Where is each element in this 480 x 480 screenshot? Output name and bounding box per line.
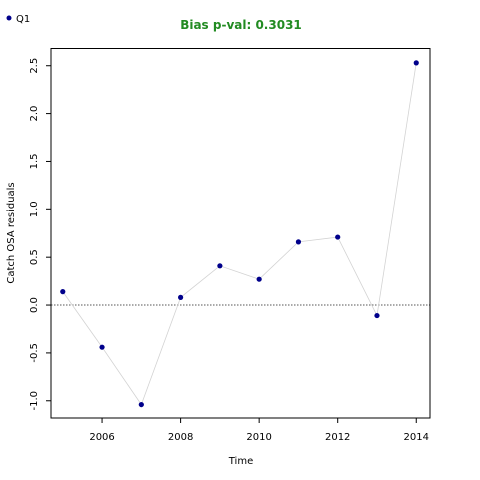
y-tick-label: 2.5 xyxy=(29,58,40,74)
data-point xyxy=(138,401,144,408)
y-tick-label: 0.0 xyxy=(29,297,40,313)
x-axis: 2006 2008 2010 2012 2014 xyxy=(89,418,429,443)
legend-marker-q1 xyxy=(6,15,12,21)
data-point xyxy=(413,60,419,66)
y-tick-label: 1.0 xyxy=(29,201,40,217)
x-axis-label: Time xyxy=(228,456,253,467)
chart-title: Bias p-val: 0.3031 xyxy=(180,18,302,32)
y-axis: -1.0 -0.5 0.0 0.5 1.0 1.5 2.0 2.5 xyxy=(29,58,51,411)
x-tick-label: 2010 xyxy=(246,432,271,443)
y-tick-label: 1.5 xyxy=(29,154,40,170)
x-tick-label: 2008 xyxy=(168,432,193,443)
y-axis-label: Catch OSA residuals xyxy=(6,182,17,283)
plot-frame xyxy=(50,48,431,419)
x-tick-label: 2014 xyxy=(404,432,429,443)
data-point xyxy=(60,289,66,295)
legend: Q1 xyxy=(6,14,30,25)
series-line-q1 xyxy=(62,62,417,406)
data-point xyxy=(217,263,223,269)
data-point xyxy=(335,234,341,240)
x-tick-label: 2012 xyxy=(325,432,350,443)
data-point xyxy=(256,276,262,282)
y-tick-label: 2.0 xyxy=(29,106,40,122)
plot-area xyxy=(51,60,430,408)
data-point xyxy=(99,344,105,350)
y-tick-label: 0.5 xyxy=(29,249,40,265)
data-point xyxy=(295,239,302,245)
data-point xyxy=(374,312,380,319)
y-tick-label: -1.0 xyxy=(29,391,40,411)
x-tick-label: 2006 xyxy=(89,432,114,443)
y-tick-label: -0.5 xyxy=(29,343,40,363)
data-point xyxy=(178,294,184,300)
legend-label-q1: Q1 xyxy=(16,14,30,25)
